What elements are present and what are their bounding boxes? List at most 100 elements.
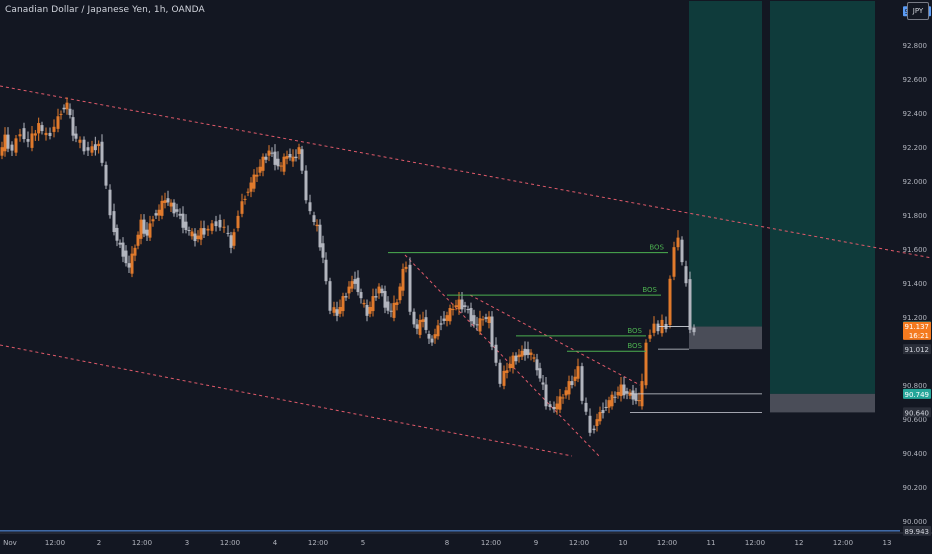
candle-body (552, 406, 556, 410)
candle-body (74, 133, 78, 139)
candle-body (684, 266, 688, 284)
candle-body (121, 242, 125, 257)
candle-body (478, 318, 482, 332)
time-tick-label: 8 (445, 539, 449, 547)
candle-body (418, 319, 422, 335)
candle-body (78, 139, 82, 143)
candle-body (252, 174, 256, 189)
price-tick-label: 90.400 (903, 450, 928, 458)
candle-body (166, 198, 170, 203)
candle-body (187, 229, 191, 231)
candle-body (505, 370, 509, 373)
candle-body (341, 296, 345, 312)
candle-body (335, 309, 339, 316)
candle-body (160, 200, 164, 216)
candle-body (610, 394, 614, 407)
candle-body (680, 239, 684, 263)
candle-body (564, 390, 568, 396)
candle-body (6, 134, 10, 149)
candle-body (616, 392, 620, 396)
candle-body (312, 215, 316, 222)
candle-body (567, 381, 571, 395)
candle-body (294, 156, 298, 159)
time-tick-label: 12:00 (132, 539, 152, 547)
candle-body (672, 247, 676, 277)
candle-body (236, 215, 240, 229)
candle-body (644, 342, 648, 386)
currency-badge[interactable]: JPY (907, 2, 929, 20)
wedge-lower-line (404, 254, 601, 458)
time-tick-label: 10 (619, 539, 628, 547)
candle-body (163, 200, 167, 203)
price-tick-label: 92.800 (903, 42, 928, 50)
candle-body (523, 348, 527, 356)
stop-zone (770, 393, 875, 413)
candle-body (634, 393, 638, 401)
time-tick-label: 4 (273, 539, 278, 547)
candle-body (514, 355, 518, 362)
candle-body (656, 323, 660, 332)
time-tick-label: 12:00 (569, 539, 589, 547)
price-tick-label: 92.000 (903, 178, 928, 186)
time-tick-label: 12:00 (745, 539, 765, 547)
time-tick-label: 12:00 (220, 539, 240, 547)
candle-body (104, 164, 108, 186)
bos-label: BOS (627, 342, 642, 350)
candle-body (218, 219, 222, 228)
candle-body (561, 397, 565, 399)
candle-body (442, 318, 446, 321)
time-tick-label: 11 (707, 539, 716, 547)
candle-body (328, 281, 332, 311)
candle-body (676, 237, 680, 248)
price-tick-label: 91.600 (903, 246, 928, 254)
candle-body (267, 150, 271, 156)
candle-body (3, 134, 7, 152)
candle-body (273, 151, 277, 165)
candle-body (472, 315, 476, 325)
candle-body (324, 259, 328, 282)
candle-body (374, 296, 378, 298)
candle-body (668, 278, 672, 326)
candle-body (71, 117, 75, 136)
candle-body (548, 404, 552, 407)
candle-body (184, 221, 188, 230)
candle-body (451, 309, 455, 311)
candle-body (520, 350, 524, 357)
candle-body (598, 412, 602, 422)
candle-body (151, 219, 155, 222)
candle-body (457, 299, 461, 310)
candle-body (347, 286, 351, 294)
price-badge (903, 525, 931, 536)
candle-body (622, 384, 626, 396)
candle-body (439, 323, 443, 325)
candle-body (169, 202, 173, 207)
candle-body (214, 221, 218, 227)
time-tick-label: 12:00 (308, 539, 328, 547)
candle-body (145, 229, 149, 236)
time-tick-label: 13 (883, 539, 892, 547)
candle-body (362, 302, 366, 305)
candle-body (178, 213, 182, 216)
candle-body (604, 406, 608, 408)
candle-body (555, 403, 559, 410)
target-zone (689, 1, 762, 327)
candle-body (344, 296, 348, 298)
candle-body (389, 310, 393, 312)
candle-body (229, 235, 233, 248)
candle-body (18, 134, 22, 137)
candle-body (535, 359, 539, 371)
price-badge (903, 407, 931, 418)
candle-body (573, 376, 577, 381)
candle-body (210, 223, 214, 231)
price-tick-label: 91.800 (903, 212, 928, 220)
price-badge-label: 90.749 (905, 391, 930, 399)
candle-body (356, 277, 360, 293)
candle-body (371, 296, 375, 312)
candle-body (291, 156, 295, 162)
candle-body (386, 301, 390, 311)
candle-body (359, 292, 363, 299)
time-tick-label: Nov (3, 539, 17, 547)
candle-body (56, 116, 60, 129)
